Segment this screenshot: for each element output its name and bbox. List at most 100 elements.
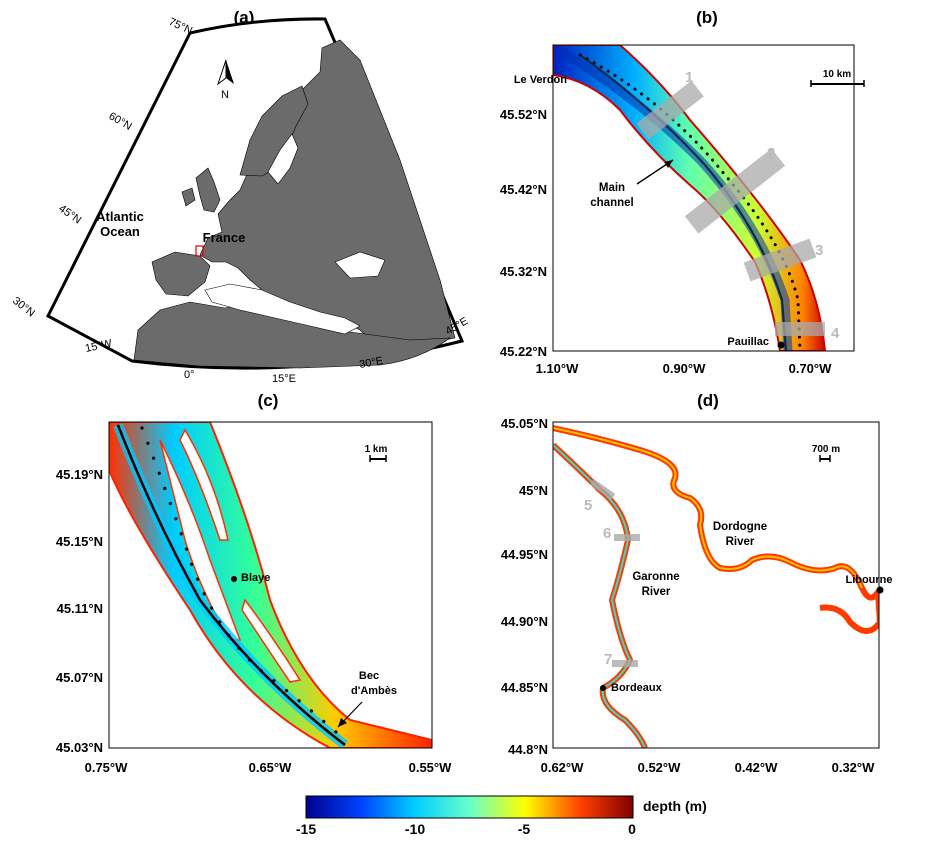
section-6-band: [614, 534, 640, 541]
garonne-river-label: River: [642, 586, 671, 598]
pauillac-label: Pauillac: [727, 336, 769, 348]
lat-60-label: 60°N: [107, 110, 134, 133]
section-1-label: 1: [685, 69, 693, 86]
c-ytick-5: 45.03°N: [56, 740, 103, 755]
c-xtick-3: 0.55°W: [409, 760, 453, 775]
lon-30e-label: 30°E: [358, 355, 384, 371]
d-ytick-3: 44.95°N: [501, 547, 548, 562]
bec-arrowhead: [338, 718, 347, 727]
scale-d-label: 700 m: [812, 444, 840, 455]
panel-c-frame: [108, 421, 433, 749]
uk-land: [195, 167, 221, 213]
lon-0-label: 0°: [184, 369, 195, 381]
bec-label: Bec: [359, 670, 379, 682]
c-ytick-1: 45.19°N: [56, 467, 103, 482]
lat-75-label: 75°N: [167, 16, 194, 37]
d-ytick-6: 44.8°N: [508, 742, 548, 757]
scale-b-label: 10 km: [823, 69, 851, 80]
scale-c-label: 1 km: [365, 444, 388, 455]
lon-15e-label: 15°E: [272, 373, 296, 385]
d-xtick-2: 0.52°W: [638, 760, 682, 775]
section-5-band: [590, 479, 616, 500]
le-verdon-label: Le Verdon: [514, 74, 567, 86]
bordeaux-label: Bordeaux: [611, 682, 663, 694]
channel-label: channel: [590, 197, 633, 209]
panel-d: (d) 5 6 7 Bordeaux Libourne Dordogne Riv…: [501, 391, 893, 775]
dambes-label: d'Ambès: [351, 685, 397, 697]
colorbar-tick-4: 0: [628, 821, 636, 837]
dordogne-core: [553, 427, 863, 589]
island-2: [179, 428, 229, 541]
d-xtick-3: 0.42°W: [735, 760, 779, 775]
island-1: [159, 439, 242, 641]
b-xtick-2: 0.90°W: [663, 361, 707, 376]
pauillac-marker: [777, 341, 785, 349]
c-ytick-3: 45.11°N: [57, 601, 103, 616]
panel-c-label: (c): [258, 391, 279, 410]
mediterranean-sea: [204, 283, 361, 335]
panel-b-label: (b): [696, 8, 718, 27]
c-ytick-4: 45.07°N: [56, 670, 103, 685]
panel-b-frame: [552, 44, 855, 352]
b-ytick-1: 45.52°N: [500, 107, 547, 122]
d-xtick-4: 0.32°W: [832, 760, 876, 775]
north-arrow-icon: N: [217, 59, 234, 101]
section-7-label: 7: [604, 651, 612, 668]
ireland-land: [181, 187, 196, 207]
panel-c: (c) Blaye Bec d'Ambès 1 km 45.19°N 45.15…: [56, 391, 452, 775]
b-ytick-2: 45.42°N: [500, 182, 547, 197]
atlantic-label: Atlantic: [96, 209, 144, 224]
main-channel-arrowhead: [664, 160, 673, 168]
section-5-label: 5: [584, 497, 592, 514]
colorbar-tick-3: -5: [518, 821, 531, 837]
black-sea: [334, 251, 386, 279]
garonne-label: Garonne: [632, 571, 679, 583]
colorbar: depth (m) -15 -10 -5 0: [296, 795, 707, 837]
baltic-sea: [267, 133, 299, 185]
b-xtick-1: 1.10°W: [536, 361, 580, 376]
main-channel-c: [116, 424, 346, 746]
lon-15w-label: 15°W: [84, 337, 114, 354]
d-ytick-1: 45.05°N: [501, 416, 548, 431]
panel-a: (a) N Atlantic Ocean France 75°N 60°N 45…: [10, 8, 470, 385]
study-area-box: [195, 245, 204, 257]
b-ytick-4: 45.22°N: [500, 344, 547, 359]
bordeaux-marker: [600, 685, 606, 691]
libourne-marker: [876, 586, 884, 594]
d-ytick-4: 44.90°N: [501, 614, 548, 629]
section-7-band: [612, 660, 638, 667]
transect-dots-c: [140, 426, 347, 742]
dordogne-river-label: River: [726, 536, 755, 548]
section-3-band: [743, 238, 817, 282]
colorbar-gradient: [305, 795, 634, 819]
section-6-label: 6: [603, 525, 611, 542]
colorbar-label: depth (m): [643, 798, 707, 814]
france-label: France: [203, 230, 246, 245]
b-ytick-3: 45.32°N: [500, 264, 547, 279]
ocean-label: Ocean: [100, 224, 140, 239]
section-1-band: [636, 80, 704, 140]
d-xtick-1: 0.62°W: [541, 760, 585, 775]
colorbar-tick-1: -15: [296, 821, 316, 837]
lat-30-label: 30°N: [10, 295, 37, 320]
island-3: [241, 598, 302, 683]
lat-45-label: 45°N: [56, 203, 83, 227]
north-label: N: [221, 89, 229, 101]
libourne-label: Libourne: [845, 574, 892, 586]
dordogne-label: Dordogne: [713, 521, 767, 533]
panel-b: (b) 1 2 3 4 Le Verdon Pauillac Main chan…: [500, 8, 865, 376]
colorbar-tick-2: -10: [405, 821, 425, 837]
b-xtick-3: 0.70°W: [789, 361, 833, 376]
c-ytick-2: 45.15°N: [56, 534, 103, 549]
section-2-label: 2: [767, 145, 775, 162]
blaye-marker: [231, 576, 237, 582]
iberia-land: [151, 251, 211, 297]
c-xtick-2: 0.65°W: [249, 760, 293, 775]
section-2-band: [684, 148, 786, 234]
panel-d-label: (d): [697, 391, 719, 410]
section-3-label: 3: [815, 242, 823, 259]
estuary-c-shape: [109, 422, 432, 748]
d-ytick-2: 45°N: [519, 483, 548, 498]
blaye-label: Blaye: [241, 572, 270, 584]
d-ytick-5: 44.85°N: [501, 680, 548, 695]
